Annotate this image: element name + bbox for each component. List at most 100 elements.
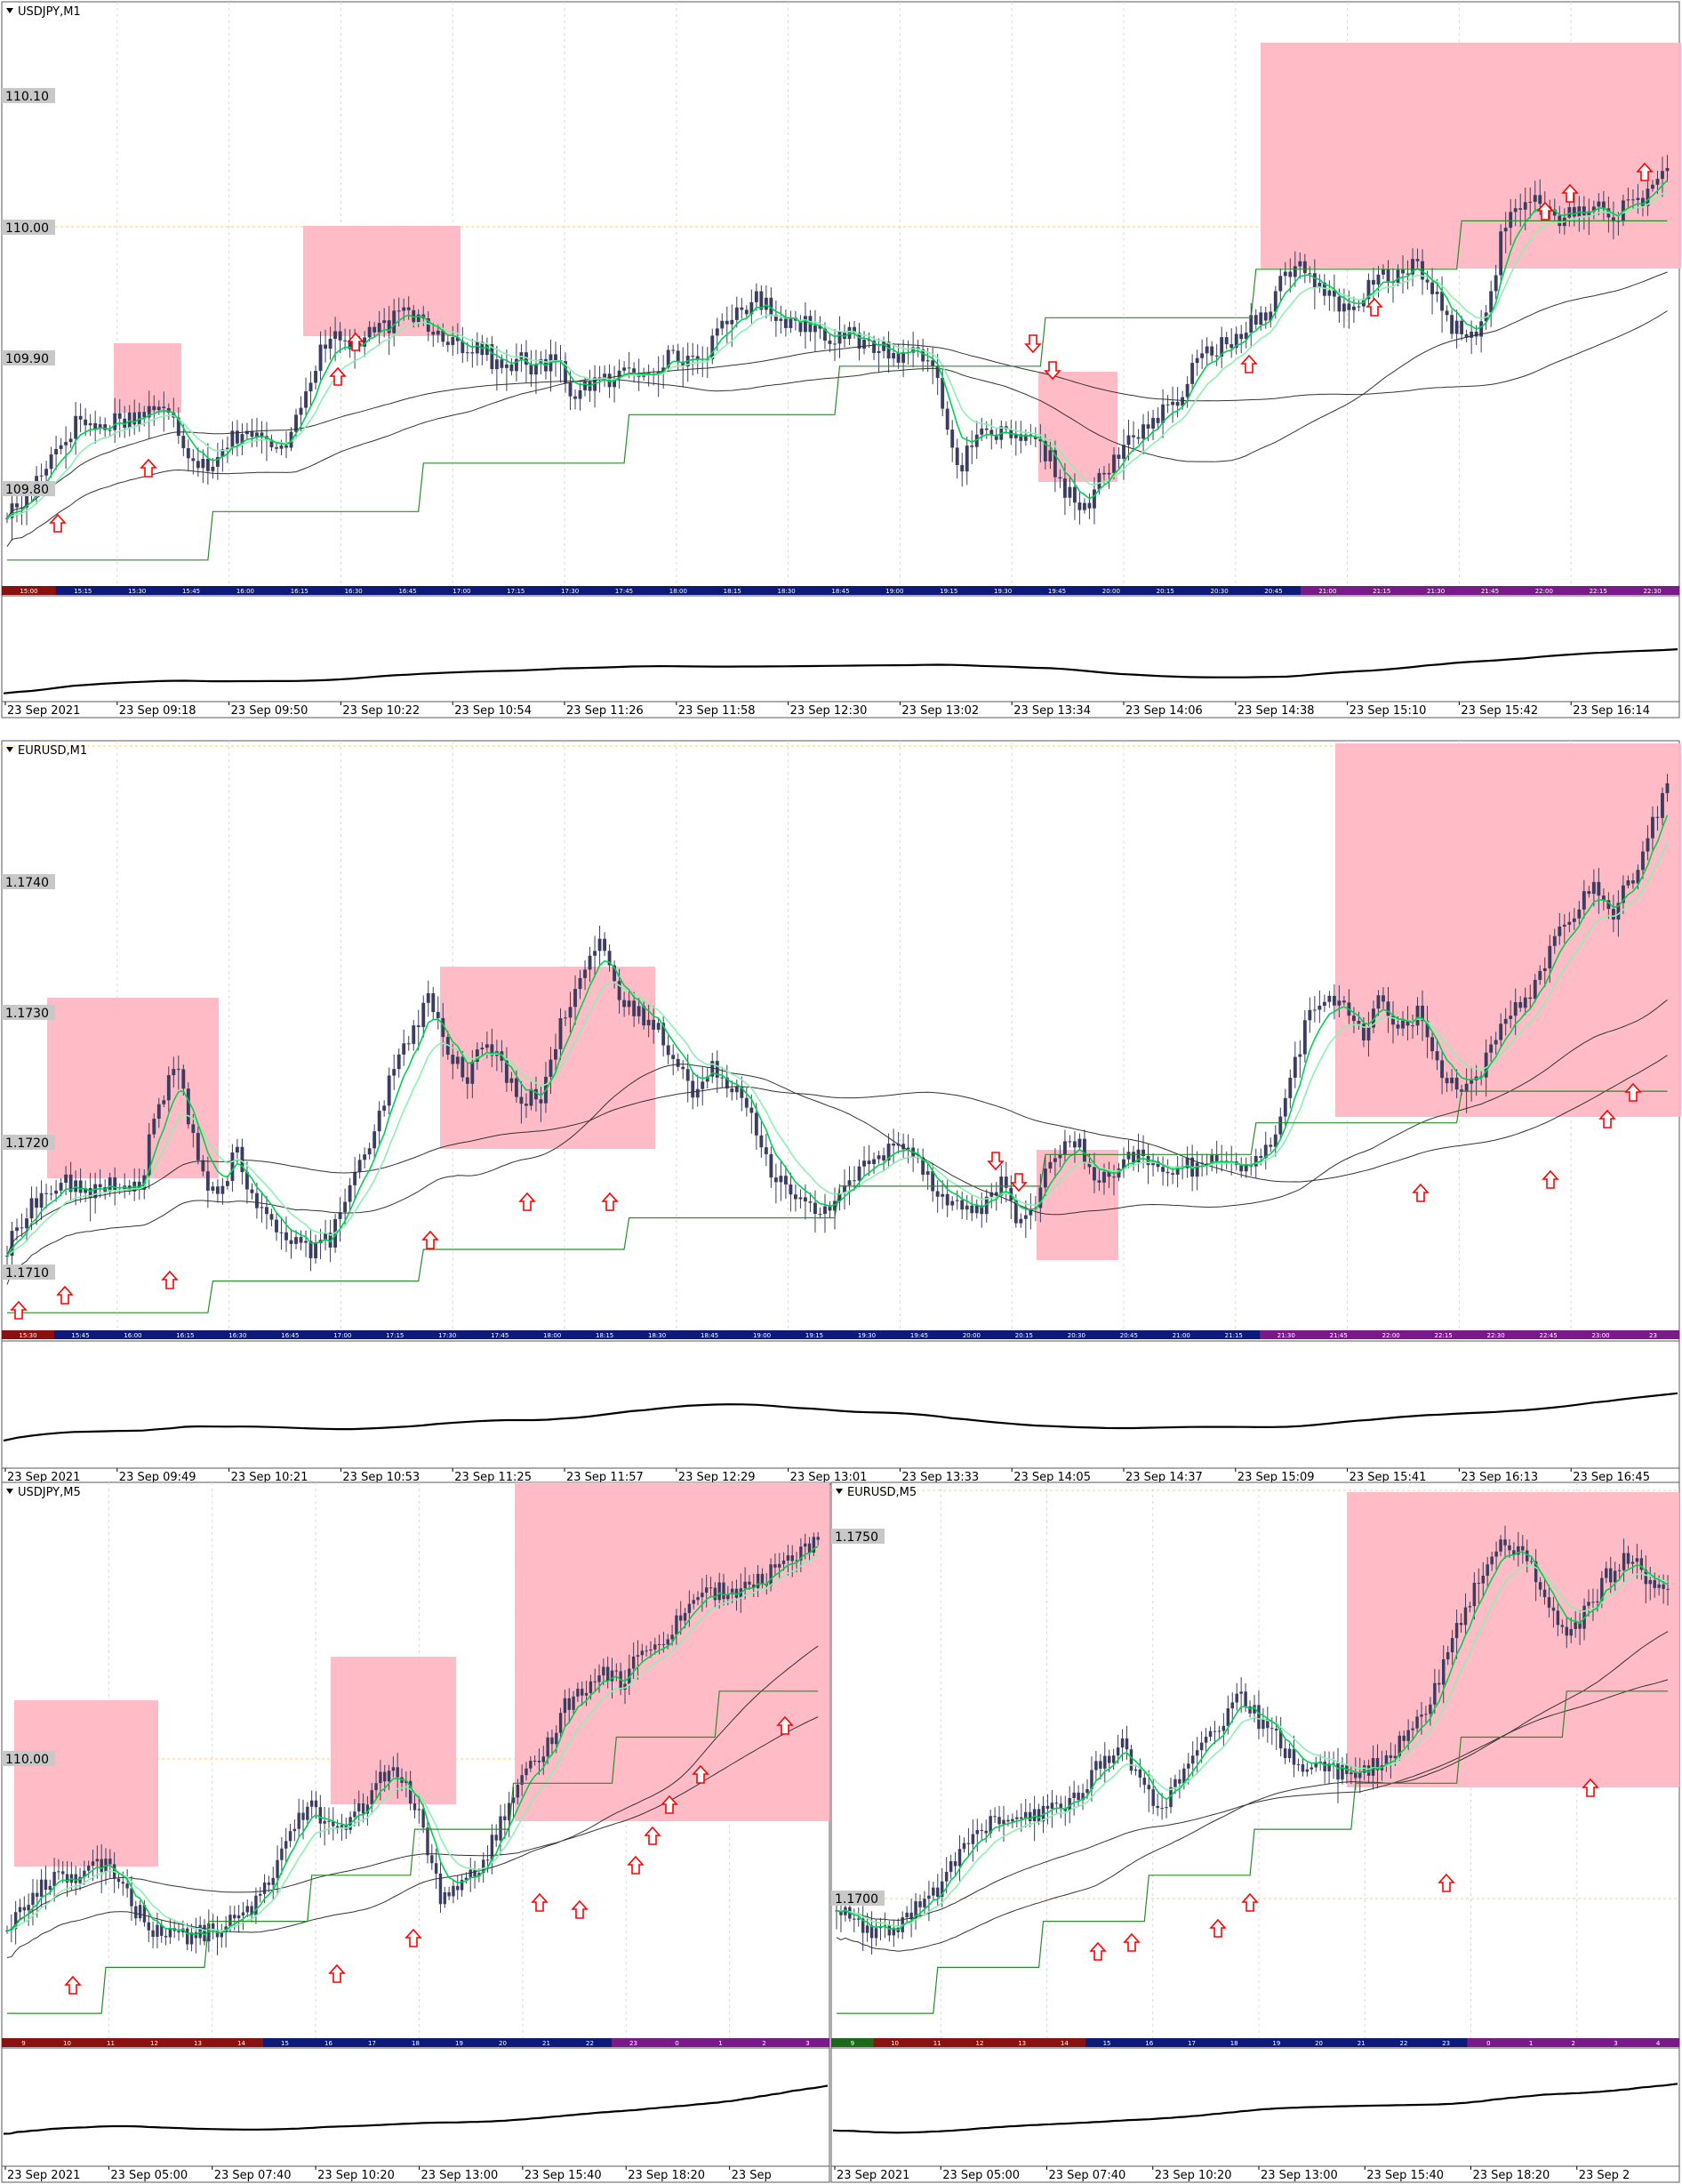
candle-body xyxy=(1081,1793,1085,1801)
candle-body xyxy=(960,1200,965,1210)
session-segment xyxy=(1571,586,1626,595)
candle-body xyxy=(744,309,749,315)
candle-body xyxy=(499,1816,502,1841)
candle-body xyxy=(1210,346,1214,356)
candle-body xyxy=(778,1563,781,1568)
candle-body xyxy=(1661,792,1664,818)
price-label: 1.1700 xyxy=(835,1892,878,1907)
candle-body xyxy=(974,434,979,447)
time-label: 23 Sep 16:14 xyxy=(1573,704,1650,718)
candle-body xyxy=(299,1237,303,1243)
session-label: 21 xyxy=(542,2040,550,2047)
candle-body xyxy=(576,1689,580,1697)
session-segment xyxy=(1625,586,1680,595)
ma-mid-line xyxy=(6,1645,819,1958)
candle-body xyxy=(1322,1001,1326,1006)
candle-body xyxy=(88,1188,92,1199)
candle-body xyxy=(1600,1578,1604,1602)
price-label: 110.00 xyxy=(5,221,49,236)
time-label: 23 Sep 11:58 xyxy=(678,704,756,718)
candle-body xyxy=(470,1062,475,1084)
candle-body xyxy=(132,412,137,425)
arrow-up-outline-icon xyxy=(1561,183,1579,203)
candle-body xyxy=(1077,1792,1080,1801)
candle-body xyxy=(1136,437,1141,439)
candle-body xyxy=(240,434,244,444)
candle-body xyxy=(1181,397,1185,406)
candle-body xyxy=(529,365,533,375)
candle-body xyxy=(1213,1730,1217,1732)
candle-body xyxy=(431,992,436,1013)
candle-body xyxy=(25,1218,28,1229)
candle-body xyxy=(279,446,284,449)
session-label: 20:00 xyxy=(1102,588,1120,595)
arrow-down-outline-icon xyxy=(1024,334,1042,354)
candle-body xyxy=(1372,279,1375,285)
session-segment xyxy=(873,2038,917,2047)
candle-body xyxy=(631,1656,636,1669)
session-label: 1 xyxy=(1529,2040,1533,2047)
candle-body xyxy=(1235,1693,1238,1703)
ema-fast-line xyxy=(6,1546,819,1936)
candle-body xyxy=(1253,315,1258,325)
session-label: 19:00 xyxy=(753,1332,771,1339)
arrow-up-outline-icon xyxy=(518,1192,536,1211)
candle-body xyxy=(255,432,259,438)
candle-body xyxy=(1484,1052,1488,1078)
candle-body xyxy=(1438,1682,1441,1685)
candle-body xyxy=(1107,1171,1111,1177)
session-segment xyxy=(1102,1330,1156,1339)
candle-body xyxy=(445,341,450,345)
candle-body xyxy=(1460,1089,1464,1092)
candle-body xyxy=(54,448,59,455)
session-segment xyxy=(893,1330,946,1339)
candle-body xyxy=(382,1105,387,1112)
session-segment xyxy=(1470,1330,1523,1339)
candle-body xyxy=(779,318,783,321)
candle-body xyxy=(189,1932,194,1945)
candle-body xyxy=(504,364,509,368)
candle-body xyxy=(1626,879,1630,886)
session-segment xyxy=(1637,2038,1680,2047)
time-label: 23 Sep 09:50 xyxy=(231,704,308,718)
candle-body xyxy=(1332,290,1336,297)
candle-body xyxy=(1662,1584,1665,1589)
candle-body xyxy=(78,1876,82,1883)
candle-body xyxy=(203,1924,206,1942)
candle-body xyxy=(57,1871,60,1873)
candle-body xyxy=(1454,1623,1459,1639)
candle-body xyxy=(720,1077,725,1079)
price-label-bg xyxy=(2,88,55,103)
candle-body xyxy=(671,349,676,351)
panel-2: 15:30 15:45 16:00 16:15 16:30 16:45 17:00 17:15… xyxy=(1,740,1681,1485)
time-label: 23 Sep 11:26 xyxy=(566,704,644,718)
candle-body xyxy=(460,1880,464,1891)
candle-body xyxy=(1043,1168,1047,1188)
signal-arrows xyxy=(49,162,1654,533)
time-label: 23 Sep 2 xyxy=(1579,2169,1630,2182)
candle-body xyxy=(269,439,274,448)
candle-body xyxy=(752,1584,756,1588)
candle-body xyxy=(147,1922,150,1931)
candle-body xyxy=(773,315,778,321)
candle-body xyxy=(137,412,141,425)
arrow-up-outline-icon xyxy=(1636,162,1654,181)
candle-body xyxy=(1411,1025,1414,1027)
session-label: 0 xyxy=(1486,2040,1490,2047)
candle-body xyxy=(1533,195,1537,202)
candle-body xyxy=(1651,184,1654,189)
candle-body xyxy=(906,1147,910,1150)
candle-body xyxy=(304,1241,308,1243)
candle-body xyxy=(584,1692,589,1696)
candle-body xyxy=(955,1200,959,1201)
candle-body xyxy=(338,331,342,341)
candle-body xyxy=(646,1019,651,1026)
candle-body xyxy=(191,458,196,462)
candle-body xyxy=(469,1869,472,1878)
candle-body xyxy=(156,1104,161,1120)
candle-body xyxy=(265,1207,268,1215)
candle-body xyxy=(1217,1730,1221,1732)
candle-body xyxy=(1591,881,1596,895)
candle-body xyxy=(255,1192,259,1208)
candle-body xyxy=(683,1612,687,1621)
